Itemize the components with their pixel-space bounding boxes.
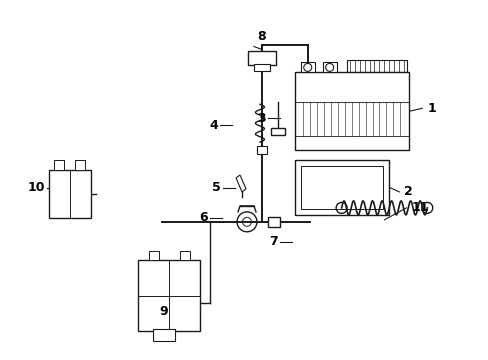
Text: 10: 10 <box>27 181 45 194</box>
Bar <box>322 62 336 72</box>
Text: 2: 2 <box>404 185 412 198</box>
Text: 3: 3 <box>257 112 265 125</box>
Bar <box>54 160 64 170</box>
Text: 9: 9 <box>160 305 168 318</box>
Text: 8: 8 <box>257 30 265 42</box>
Bar <box>180 251 189 260</box>
Text: 1: 1 <box>427 102 435 115</box>
Polygon shape <box>236 175 245 192</box>
Bar <box>294 160 388 215</box>
Bar <box>346 60 407 72</box>
Bar <box>294 72 408 150</box>
Text: 7: 7 <box>268 235 277 248</box>
Bar <box>300 62 314 72</box>
Text: 5: 5 <box>212 181 221 194</box>
Bar <box>253 64 269 71</box>
Bar <box>148 251 159 260</box>
Bar <box>267 217 279 227</box>
Text: 11: 11 <box>410 201 428 215</box>
Bar <box>270 128 285 135</box>
Bar <box>300 166 383 209</box>
Text: 4: 4 <box>209 119 218 132</box>
Bar <box>256 146 266 154</box>
Text: 6: 6 <box>199 211 208 224</box>
Bar <box>138 260 200 332</box>
Bar <box>153 329 175 341</box>
Bar <box>247 51 275 66</box>
Bar <box>49 170 90 218</box>
Bar <box>75 160 85 170</box>
